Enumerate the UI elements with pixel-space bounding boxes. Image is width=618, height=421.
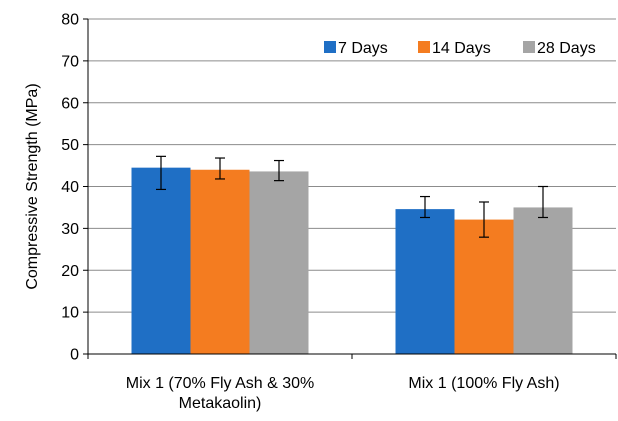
legend-swatch xyxy=(324,41,336,53)
bar xyxy=(513,207,573,354)
y-tick-label: 10 xyxy=(61,305,79,322)
x-category-label: Metakaolin) xyxy=(179,395,262,412)
error-bars xyxy=(156,155,548,238)
legend-label: 14 Days xyxy=(432,40,491,57)
y-tick-label: 40 xyxy=(61,179,79,196)
y-tick-label: 70 xyxy=(61,53,79,70)
legend-label: 7 Days xyxy=(338,40,388,57)
bar xyxy=(249,171,309,354)
legend-swatch xyxy=(523,41,535,53)
y-tick-label: 50 xyxy=(61,137,79,154)
y-tick-label: 0 xyxy=(70,347,79,364)
y-tick-label: 20 xyxy=(61,263,79,280)
x-category-label: Mix 1 (100% Fly Ash) xyxy=(408,375,559,392)
bars xyxy=(131,167,573,354)
x-category-label: Mix 1 (70% Fly Ash & 30% xyxy=(126,375,315,392)
legend-swatch xyxy=(418,41,430,53)
y-axis-title: Compressive Strength (MPa) xyxy=(24,83,41,289)
bar xyxy=(395,209,455,354)
axis-labels: 0 10 20 30 40 50 60 70 80 Mix 1 (70% Fly Ash & 30… xyxy=(24,12,560,413)
y-tick-label: 30 xyxy=(61,221,79,238)
bar xyxy=(190,169,250,354)
bar xyxy=(454,219,514,354)
y-tick-label: 60 xyxy=(61,95,79,112)
y-tick-label: 80 xyxy=(61,12,79,29)
legend-label: 28 Days xyxy=(537,40,596,57)
axes xyxy=(83,18,617,359)
legend: 7 Days 14 Days 28 Days xyxy=(324,40,596,57)
bar xyxy=(131,167,191,354)
